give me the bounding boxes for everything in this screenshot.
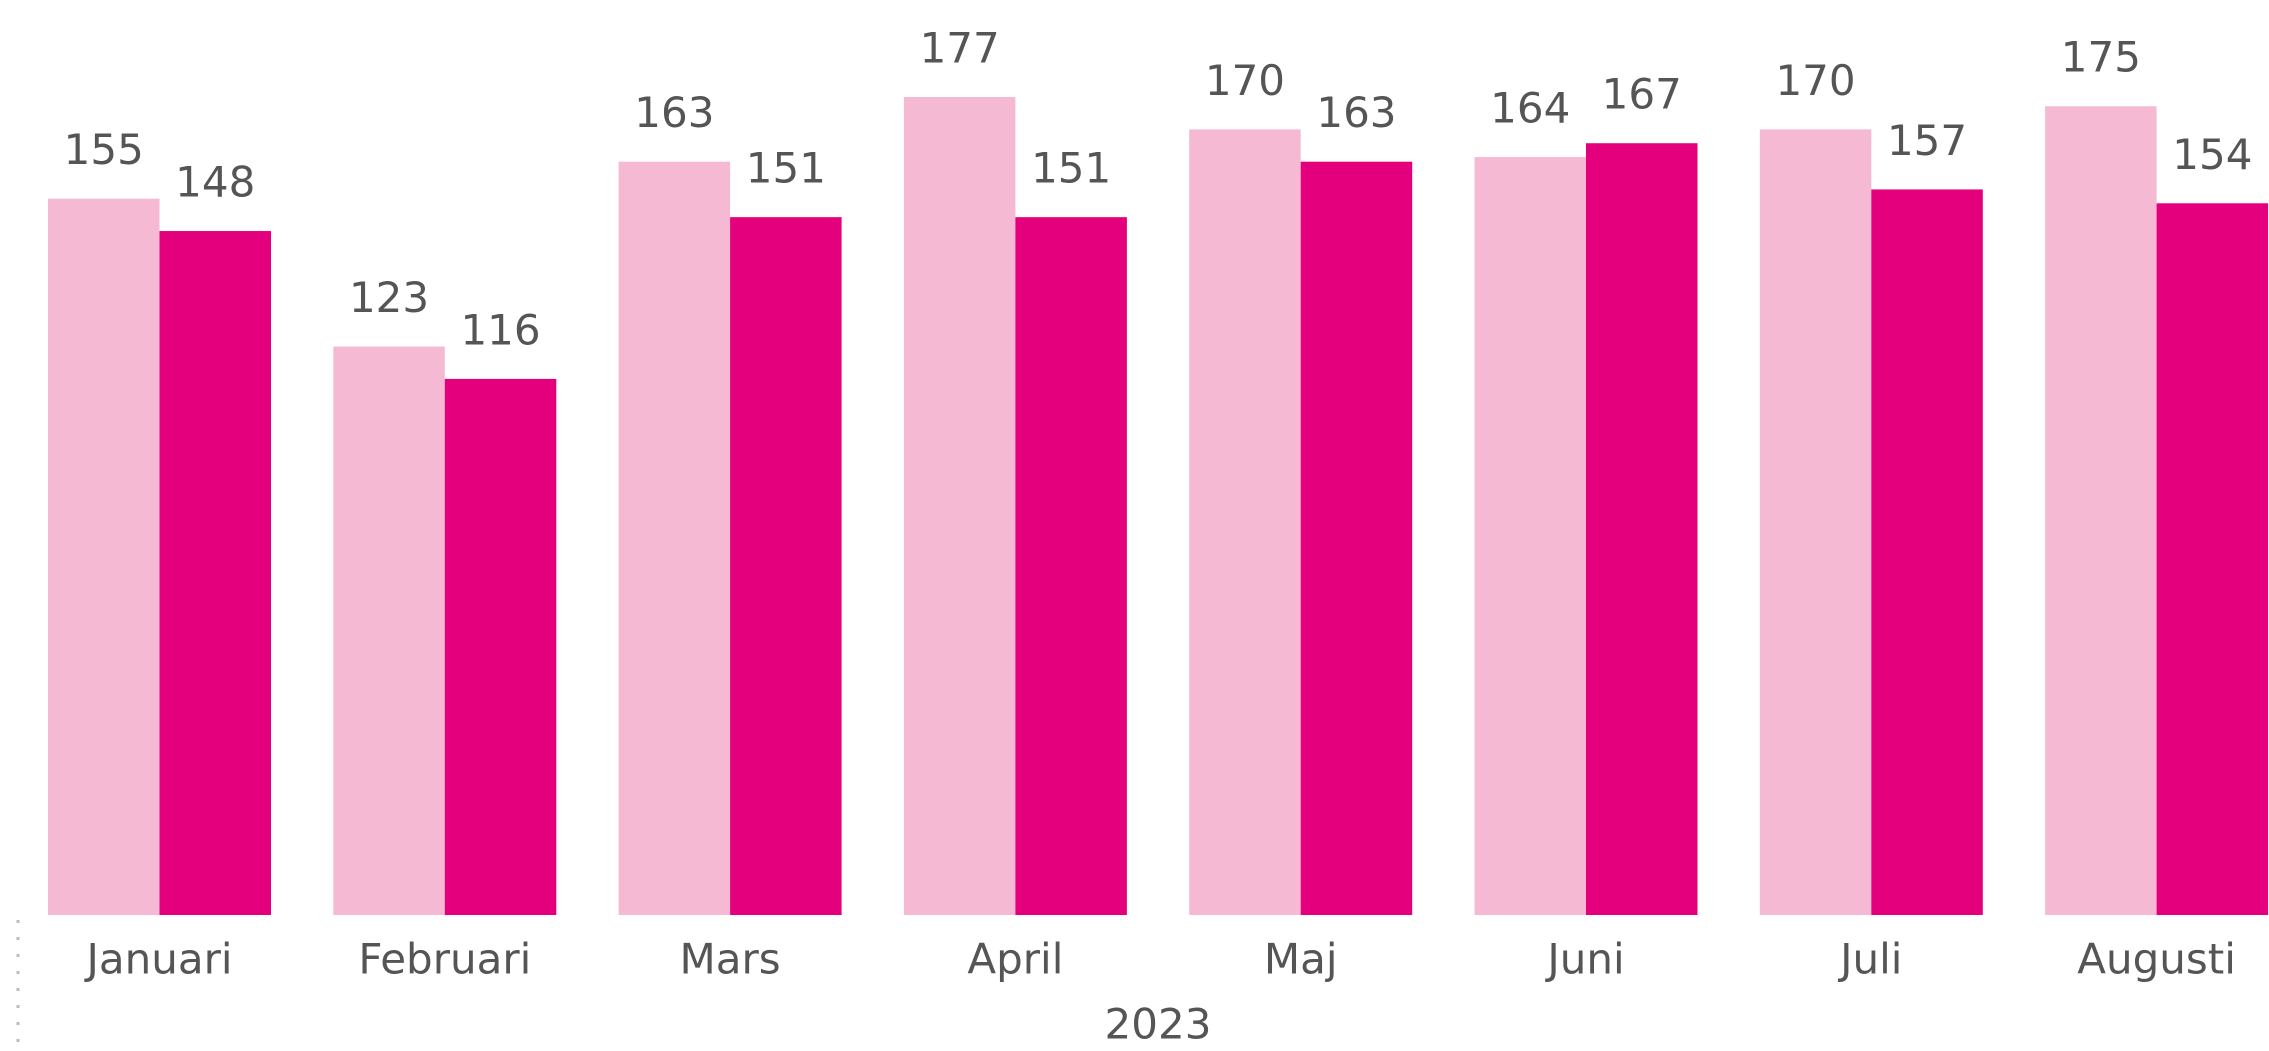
data-label: 167 [1602, 70, 1682, 119]
bar [333, 346, 445, 915]
x-tick-label: Juni [1544, 935, 1624, 984]
x-tick-label: April [967, 935, 1063, 984]
bar [1189, 129, 1301, 915]
data-label: 163 [634, 88, 714, 137]
bar [730, 217, 842, 915]
data-label: 163 [1316, 88, 1396, 137]
data-label: 155 [64, 125, 144, 174]
data-label: 170 [1205, 56, 1285, 105]
data-label: 154 [2172, 130, 2252, 179]
bar [1871, 189, 1983, 915]
data-label: 151 [746, 144, 826, 193]
bar [48, 198, 160, 916]
x-tick-label: Februari [358, 935, 531, 984]
data-label: 116 [460, 305, 540, 354]
bar [1015, 217, 1127, 915]
x-tick-label: Juli [1837, 935, 1902, 984]
data-label: 177 [920, 24, 1000, 73]
bar [903, 97, 1016, 915]
data-label: 175 [2061, 33, 2141, 82]
data-label: 151 [1031, 144, 1111, 193]
data-label: 157 [1887, 116, 1967, 165]
x-tick-label: Januari [83, 935, 232, 984]
x-tick-label: Maj [1264, 935, 1338, 984]
data-label: 148 [175, 158, 255, 207]
data-label: 170 [1775, 56, 1855, 105]
bar [1586, 143, 1698, 915]
data-label: 123 [349, 273, 429, 322]
x-tick-label: Mars [680, 935, 781, 984]
x-tick-label: Augusti [2077, 935, 2236, 984]
bar [618, 161, 731, 915]
bar [444, 378, 557, 915]
x-axis-label: 2023 [1105, 1000, 1212, 1049]
bar [2156, 203, 2269, 915]
bar [2045, 106, 2157, 916]
bar [1300, 161, 1413, 915]
data-label: 164 [1490, 84, 1570, 133]
bar [1474, 157, 1586, 915]
bar [159, 231, 271, 916]
bar [1759, 129, 1872, 915]
